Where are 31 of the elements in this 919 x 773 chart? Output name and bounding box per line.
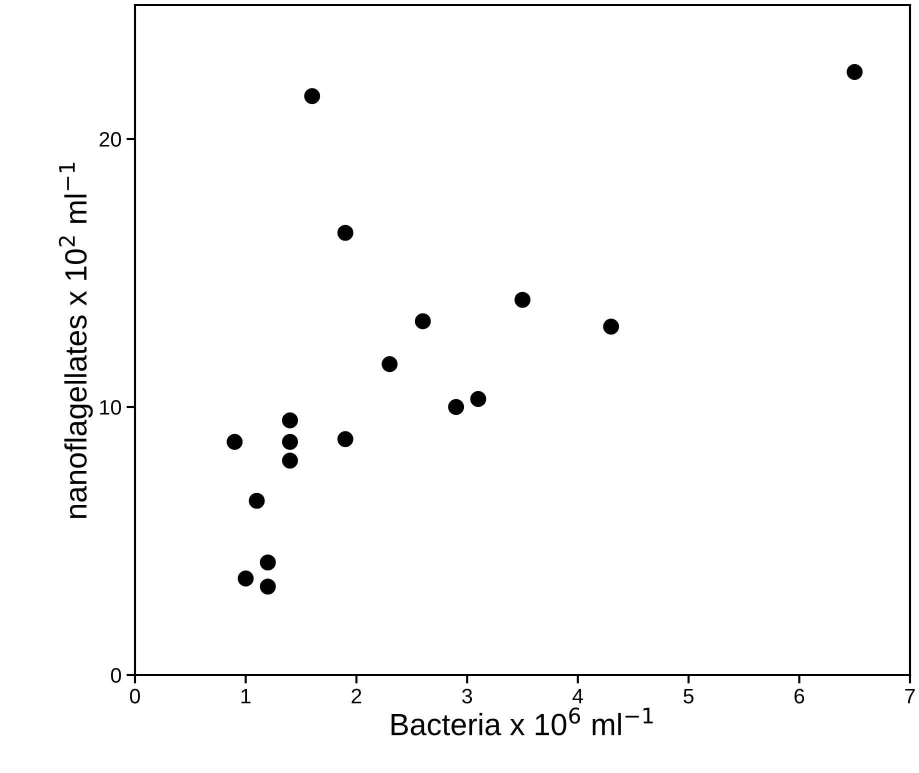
point [238,570,254,586]
y-axis-title: nanoflagellates x 10$^{2}$ ml$^{−1}$ [58,162,93,518]
point [414,313,431,330]
point [846,64,863,80]
x-tick-label: 5 [684,688,694,704]
point [514,292,530,308]
point [603,318,620,335]
point [337,224,354,241]
x-tick-label: 2 [352,688,362,704]
point [282,434,298,450]
x-axis-title: Bacteria x 10$^{6}$ ml$^{−1}$ [392,708,653,736]
x-tick-label: 7 [905,688,915,704]
point [382,356,398,372]
point [248,492,265,509]
point [470,390,486,407]
point [260,554,276,570]
point [282,412,298,428]
x-tick-label: 4 [572,688,584,704]
x-tick-label: 0 [130,688,140,704]
point [282,452,298,469]
point [226,434,243,450]
point [260,578,276,595]
point [304,88,320,104]
x-tick-label: 1 [242,688,250,704]
point [337,431,354,448]
y-tick-label: 20 [100,132,121,147]
y-tick-label: 0 [111,668,121,683]
x-tick-label: 6 [794,688,804,704]
x-tick-label: 3 [462,688,472,704]
point [448,399,464,415]
y-tick-label: 10 [100,400,121,415]
